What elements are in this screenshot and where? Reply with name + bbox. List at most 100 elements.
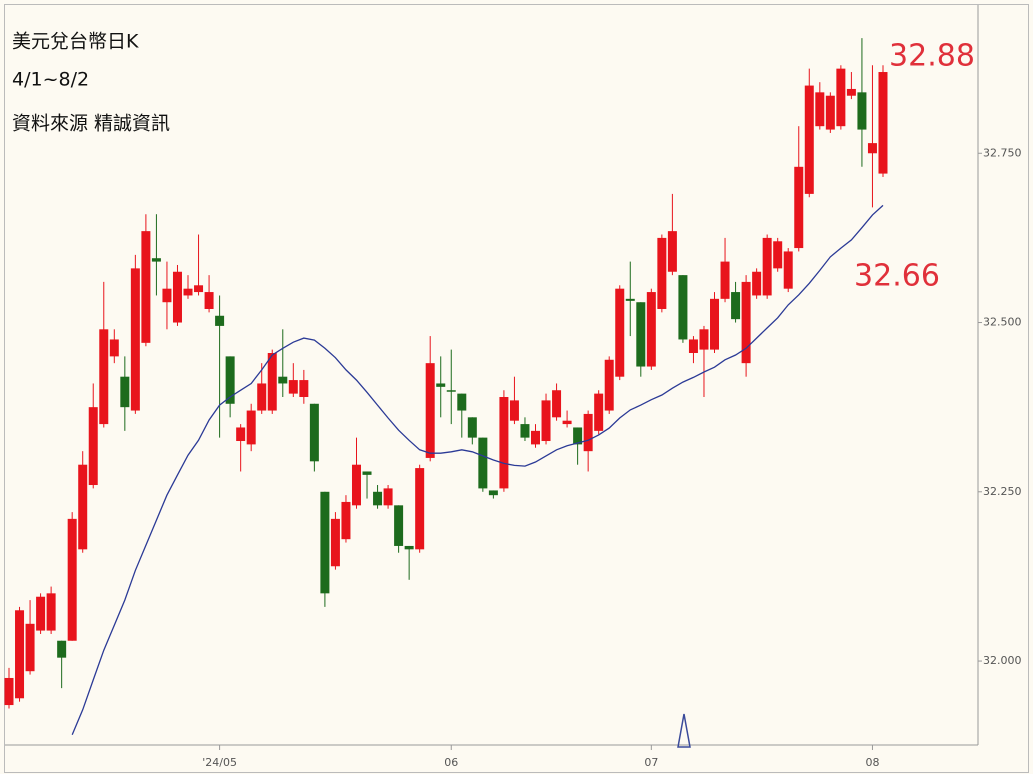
- candle-body: [215, 315, 225, 326]
- candle-body: [57, 640, 67, 658]
- candle-body: [573, 427, 583, 445]
- candle-body: [552, 390, 562, 418]
- candle-body: [625, 298, 635, 301]
- candle-body: [783, 251, 793, 289]
- candle-body: [246, 410, 256, 445]
- candle-body: [341, 501, 351, 540]
- candle-body: [436, 383, 446, 387]
- candle-body: [604, 359, 614, 411]
- candle-body: [615, 288, 625, 377]
- y-tick-label: 32.750: [983, 146, 1022, 159]
- x-tick-label: '24/05: [202, 756, 237, 769]
- y-tick-label: 32.250: [983, 485, 1022, 498]
- candle-body: [825, 95, 835, 130]
- candle-body: [499, 397, 509, 489]
- frame: [4, 4, 1029, 773]
- candle-body: [4, 677, 14, 706]
- candle-body: [130, 268, 140, 411]
- candle-body: [804, 85, 814, 194]
- candle-body: [78, 464, 88, 550]
- candle-body: [46, 593, 56, 631]
- candle-body: [404, 545, 414, 550]
- candle-body: [457, 393, 467, 411]
- candle-body: [383, 488, 393, 506]
- candle-body: [162, 288, 172, 303]
- candle-body: [267, 352, 277, 411]
- candle-body: [141, 231, 151, 343]
- candle-body: [773, 241, 783, 269]
- candle-body: [752, 271, 762, 296]
- candle-body: [394, 505, 404, 546]
- candle-body: [699, 329, 709, 350]
- candle-body: [36, 596, 46, 631]
- candle-body: [183, 288, 193, 296]
- candle-body: [867, 143, 877, 154]
- candle-body: [172, 271, 182, 323]
- marker-triangle: [677, 713, 691, 748]
- candle-body: [657, 237, 667, 309]
- moving-average: [71, 204, 884, 736]
- candle-body: [151, 258, 161, 262]
- candle-body: [509, 400, 519, 421]
- candle-body: [857, 92, 867, 130]
- candle-body: [583, 413, 593, 452]
- candle-body: [25, 623, 35, 672]
- candle-body: [99, 329, 109, 425]
- candle-body: [531, 430, 540, 445]
- candle-body: [236, 427, 246, 442]
- candle-body: [425, 363, 435, 458]
- candle-body: [415, 468, 425, 550]
- candle-body: [636, 302, 646, 367]
- candle-body: [257, 383, 267, 411]
- candle-body: [109, 339, 119, 357]
- candle-body: [688, 339, 698, 353]
- candle-body: [67, 518, 77, 641]
- candle-body: [562, 420, 572, 425]
- candle-body: [467, 417, 477, 438]
- candle-body: [794, 166, 804, 249]
- candle-body: [288, 380, 298, 394]
- chart-title: 美元兌台幣日K: [12, 31, 139, 53]
- candle-body: [351, 464, 361, 506]
- candle-body: [488, 490, 498, 496]
- y-tick-label: 32.500: [983, 316, 1022, 329]
- candle-body: [373, 491, 383, 506]
- candle-body: [194, 285, 204, 293]
- candle-body: [720, 261, 730, 299]
- candle-body: [741, 281, 751, 364]
- candle-body: [541, 400, 551, 442]
- candle-body: [225, 356, 235, 404]
- x-tick-label: 08: [865, 756, 879, 769]
- candle-body: [762, 237, 772, 296]
- candle-body: [815, 92, 825, 127]
- candle-body: [678, 275, 688, 340]
- x-tick-label: 06: [444, 756, 458, 769]
- candle-body: [278, 376, 288, 384]
- candle-body: [478, 437, 488, 489]
- candle-body: [878, 72, 888, 174]
- candle-body: [204, 292, 214, 309]
- candle-body: [731, 292, 741, 320]
- candle-body: [320, 491, 330, 594]
- y-tick-label: 32.000: [983, 654, 1022, 667]
- chart-subtitle: 4/1~8/2: [12, 69, 89, 91]
- candle-body: [520, 424, 530, 438]
- candle-body: [362, 471, 372, 475]
- candle-body: [15, 610, 25, 699]
- candle-body: [646, 292, 656, 367]
- candle-body: [594, 393, 604, 431]
- candle-body: [667, 231, 677, 272]
- annotation: 32.66: [854, 259, 940, 294]
- candle-body: [299, 380, 309, 398]
- candle-body: [309, 403, 319, 462]
- candle-body: [710, 298, 720, 350]
- source: 資料來源 精誠資訊: [12, 113, 170, 135]
- candle-body: [120, 376, 130, 408]
- candle-body: [446, 390, 456, 392]
- candle-body: [846, 88, 856, 96]
- candle-body: [330, 518, 340, 567]
- candle-body: [88, 407, 98, 486]
- annotation: 32.88: [889, 39, 975, 74]
- x-tick-label: 07: [644, 756, 658, 769]
